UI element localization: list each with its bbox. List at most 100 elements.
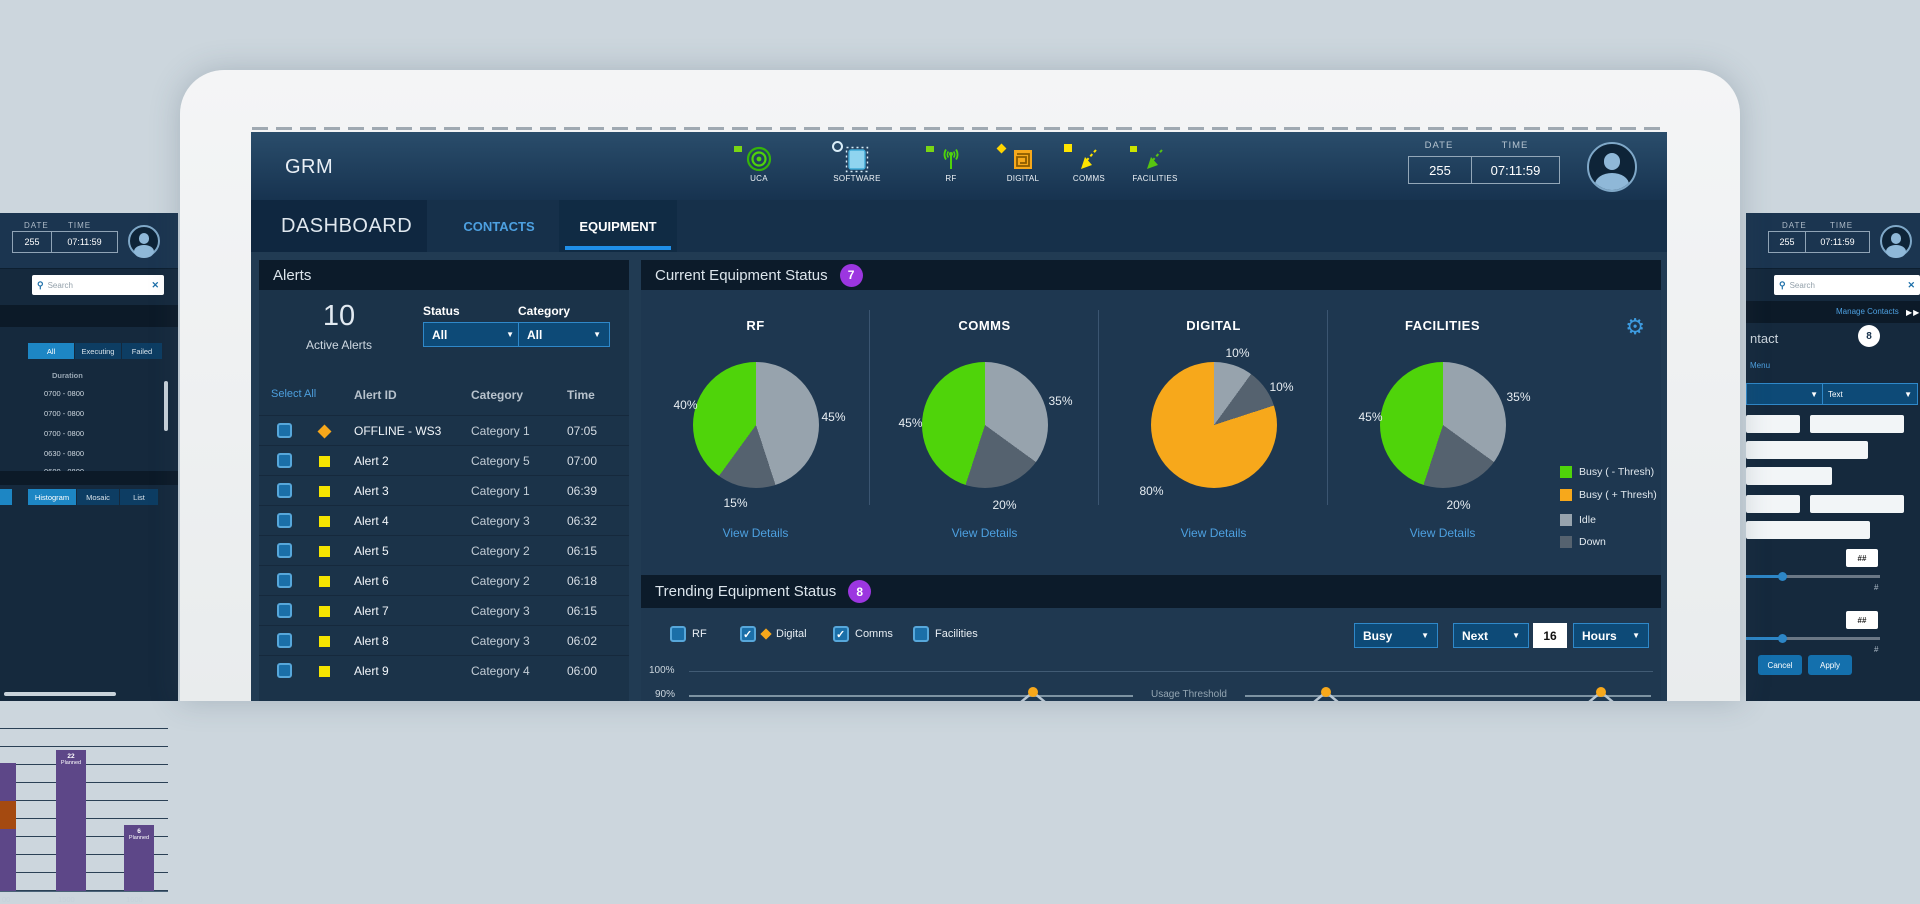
manage-contacts-link[interactable]: Manage Contacts (1836, 307, 1899, 316)
rf-pie-chart[interactable] (693, 362, 819, 488)
form-field[interactable] (1746, 495, 1800, 513)
left-search-input[interactable]: ⚲ Search ✕ (32, 275, 164, 295)
alert-checkbox[interactable] (277, 483, 292, 498)
unit-dropdown[interactable]: Hours ▼ (1573, 623, 1649, 648)
comms-checkbox[interactable] (833, 626, 849, 642)
duration-row[interactable]: 0630 - 0800 (44, 449, 84, 458)
direction-dropdown[interactable]: Next ▼ (1453, 623, 1529, 648)
alert-checkbox[interactable] (277, 513, 292, 528)
form-field[interactable] (1746, 467, 1832, 485)
tab-executing[interactable]: Executing (75, 343, 121, 359)
category-filter-dropdown[interactable]: All ▼ (518, 322, 610, 347)
tab-list[interactable]: List (120, 489, 158, 505)
tab-all[interactable]: All (28, 343, 74, 359)
tab-failed[interactable]: Failed (122, 343, 162, 359)
left-chart-scrollbar[interactable] (4, 692, 116, 696)
chevrons-icon[interactable]: ▶▶ (1906, 308, 1920, 317)
facilities-pie-chart[interactable] (1380, 362, 1506, 488)
facilities-status[interactable]: FACILITIES (1120, 138, 1190, 183)
histogram-bar-1600[interactable]: 6 Planned (124, 825, 154, 891)
metric-dropdown[interactable]: Busy ▼ (1354, 623, 1438, 648)
time-label: TIME (1470, 140, 1560, 151)
uca-status[interactable]: UCA (724, 138, 794, 183)
view-details-link[interactable]: View Details (1099, 526, 1328, 540)
view-details-link[interactable]: View Details (1328, 526, 1557, 540)
form-field[interactable] (1810, 495, 1904, 513)
data-point[interactable] (1596, 687, 1606, 697)
duration-input[interactable]: 16 (1533, 623, 1567, 648)
view-details-link[interactable]: View Details (641, 526, 870, 540)
alert-checkbox[interactable] (277, 573, 292, 588)
left-search-placeholder: Search (48, 281, 148, 290)
facilities-checkbox[interactable] (913, 626, 929, 642)
rf-checkbox[interactable] (670, 626, 686, 642)
histogram-bar-1500[interactable]: 22 Planned (56, 750, 86, 891)
threshold-slider[interactable] (1746, 575, 1880, 578)
data-point[interactable] (1321, 687, 1331, 697)
filter-digital[interactable]: Digital (740, 625, 807, 643)
right-avatar[interactable] (1880, 225, 1912, 257)
apply-button[interactable]: Apply (1808, 655, 1852, 675)
alert-checkbox[interactable] (277, 423, 292, 438)
threshold-value-box[interactable]: ## (1846, 549, 1878, 567)
view-details-link[interactable]: View Details (870, 526, 1099, 540)
duration-row[interactable]: 0700 - 0800 (44, 429, 84, 438)
histogram-bar-partial[interactable] (0, 763, 16, 801)
text-dropdown[interactable]: Text ▼ (1822, 383, 1918, 405)
tab-histogram[interactable]: Histogram (28, 489, 76, 505)
tab-equipment[interactable]: EQUIPMENT (559, 200, 677, 252)
alert-checkbox[interactable] (277, 663, 292, 678)
alert-checkbox[interactable] (277, 453, 292, 468)
alert-checkbox[interactable] (277, 603, 292, 618)
digital-status[interactable]: DIGITAL (988, 138, 1058, 183)
left-avatar[interactable] (128, 225, 160, 257)
digital-checkbox[interactable] (740, 626, 756, 642)
comms-pie-chart[interactable] (922, 362, 1048, 488)
alert-severity-icon (319, 606, 330, 617)
clear-search-icon[interactable]: ✕ (151, 280, 159, 291)
left-list-scrollbar[interactable] (164, 381, 168, 431)
tab-contacts[interactable]: CONTACTS (439, 200, 559, 252)
cancel-button[interactable]: Cancel (1758, 655, 1802, 675)
right-search-placeholder: Search (1790, 281, 1904, 290)
menu-link-fragment[interactable]: Menu (1750, 361, 1770, 370)
legend-item: Down (1560, 536, 1606, 548)
duration-row[interactable]: 0700 - 0800 (44, 409, 84, 418)
filter-rf[interactable]: RF (670, 625, 707, 643)
data-point[interactable] (1028, 687, 1038, 697)
form-field[interactable] (1746, 521, 1870, 539)
right-search-input[interactable]: ⚲ Search ✕ (1774, 275, 1920, 295)
threshold-value-box[interactable]: ## (1846, 611, 1878, 629)
form-field[interactable] (1746, 415, 1800, 433)
alert-checkbox[interactable] (277, 543, 292, 558)
filter-comms[interactable]: Comms (833, 625, 893, 643)
alert-checkbox[interactable] (277, 633, 292, 648)
form-field[interactable] (1746, 441, 1868, 459)
form-field[interactable] (1810, 415, 1904, 433)
histogram-bar-partial[interactable] (0, 829, 16, 891)
left-cut-button[interactable] (0, 489, 12, 505)
comms-status[interactable]: COMMS (1054, 138, 1124, 183)
rf-status[interactable]: RF (916, 138, 986, 183)
user-avatar[interactable] (1587, 142, 1637, 192)
tab-mosaic[interactable]: Mosaic (77, 489, 119, 505)
filter-facilities[interactable]: Facilities (913, 625, 978, 643)
status-filter-dropdown[interactable]: All ▼ (423, 322, 523, 347)
duration-row[interactable]: 0700 - 0800 (44, 389, 84, 398)
histogram-bar-partial-orange[interactable] (0, 801, 16, 829)
right-dropdown-cut[interactable]: ▼ (1746, 383, 1824, 405)
threshold-slider[interactable] (1746, 637, 1880, 640)
select-all-link[interactable]: Select All (271, 388, 316, 400)
software-status[interactable]: SOFTWARE (822, 138, 892, 183)
digital-pie-chart[interactable] (1151, 362, 1277, 488)
clear-search-icon[interactable]: ✕ (1907, 280, 1915, 291)
